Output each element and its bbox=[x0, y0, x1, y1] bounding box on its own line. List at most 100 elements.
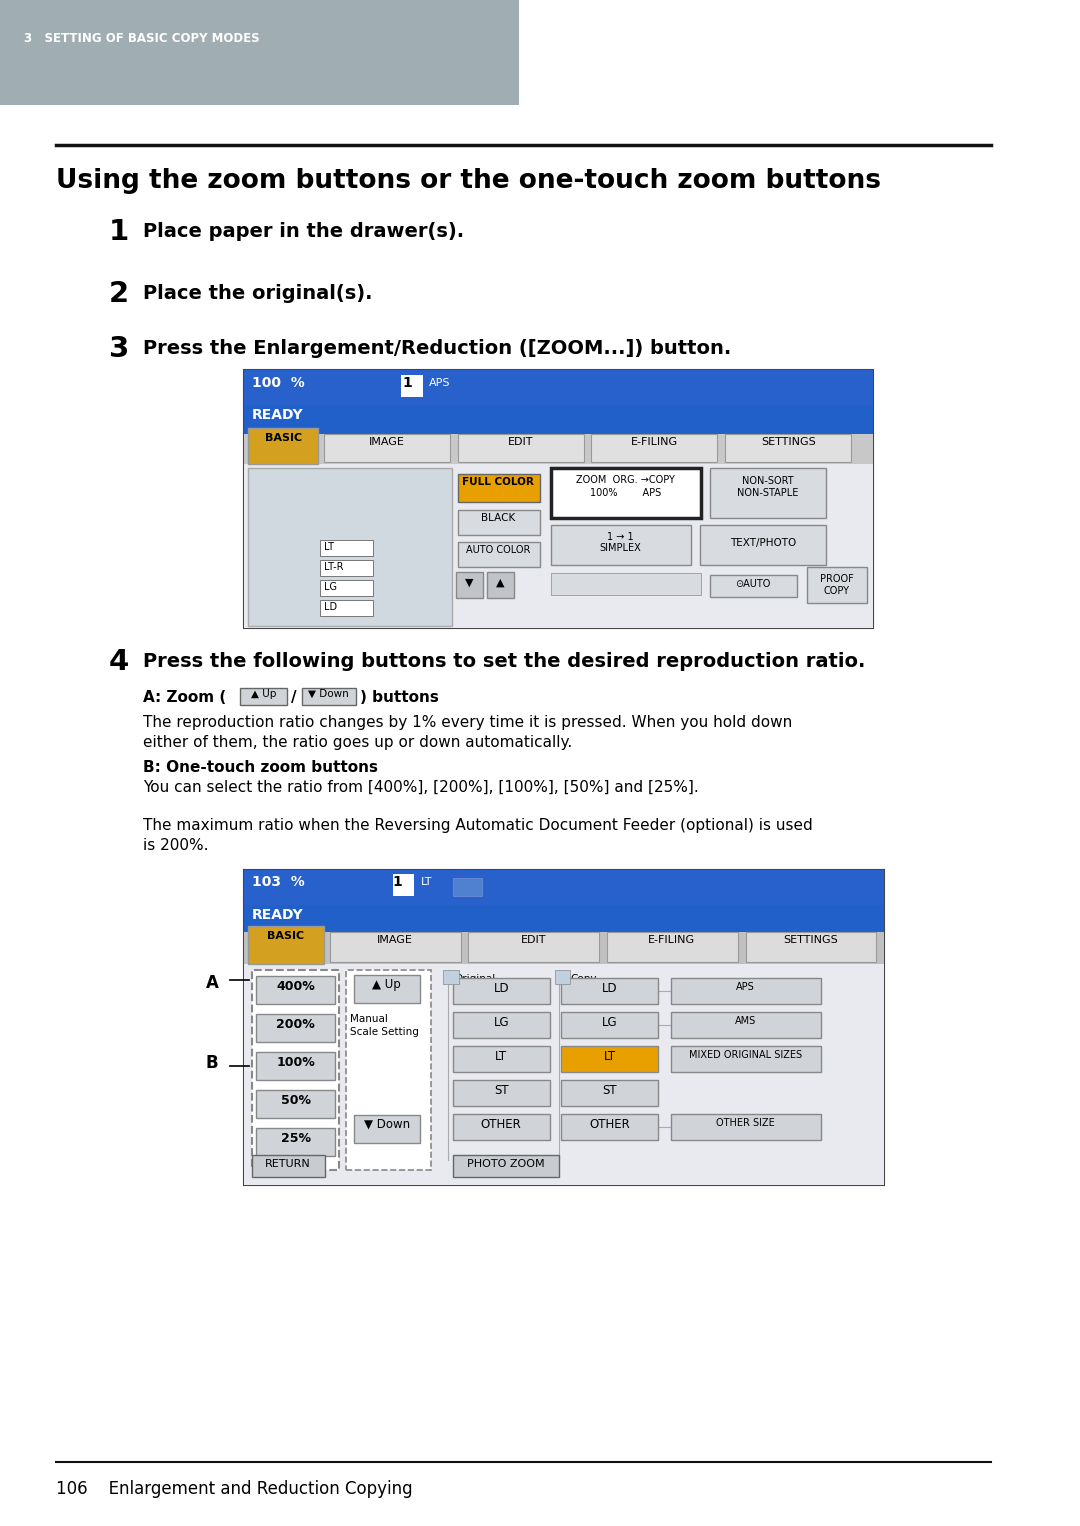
Bar bbox=[248, 926, 324, 964]
Bar bbox=[329, 932, 460, 961]
Bar bbox=[562, 978, 659, 1004]
Text: 1: 1 bbox=[109, 218, 129, 246]
Text: EDIT: EDIT bbox=[508, 436, 534, 447]
Text: ▼ Down: ▼ Down bbox=[308, 690, 349, 699]
Bar bbox=[453, 1114, 550, 1140]
Text: Place paper in the drawer(s).: Place paper in the drawer(s). bbox=[144, 221, 464, 241]
Text: NON-STAPLE: NON-STAPLE bbox=[738, 488, 798, 497]
Bar bbox=[320, 600, 374, 617]
Bar bbox=[453, 877, 482, 896]
Bar bbox=[487, 572, 514, 598]
Text: 200%: 200% bbox=[276, 1018, 315, 1032]
Text: LG: LG bbox=[324, 581, 337, 592]
Bar bbox=[671, 1012, 821, 1038]
Bar bbox=[469, 932, 599, 961]
Text: IMAGE: IMAGE bbox=[369, 436, 405, 447]
Bar bbox=[453, 1012, 550, 1038]
Bar bbox=[671, 978, 821, 1004]
Text: LT: LT bbox=[324, 542, 334, 552]
Text: The maximum ratio when the Reversing Automatic Document Feeder (optional) is use: The maximum ratio when the Reversing Aut… bbox=[144, 818, 813, 833]
Bar bbox=[453, 1155, 559, 1177]
Text: BLACK: BLACK bbox=[482, 513, 515, 523]
Text: B: One-touch zoom buttons: B: One-touch zoom buttons bbox=[144, 760, 378, 775]
Text: 1: 1 bbox=[409, 375, 419, 391]
Bar bbox=[244, 870, 885, 905]
Text: Place the original(s).: Place the original(s). bbox=[144, 284, 373, 304]
Text: 1: 1 bbox=[393, 874, 403, 890]
Bar bbox=[551, 468, 701, 517]
Bar bbox=[320, 540, 374, 555]
Bar bbox=[453, 1080, 550, 1106]
Text: ▼ Down: ▼ Down bbox=[364, 1119, 410, 1131]
Text: FULL COLOR: FULL COLOR bbox=[462, 478, 535, 487]
Text: B: B bbox=[205, 1054, 218, 1071]
Bar bbox=[710, 468, 826, 517]
Text: ▲ Up: ▲ Up bbox=[251, 690, 276, 699]
Text: Scale Setting: Scale Setting bbox=[350, 1027, 419, 1038]
Bar bbox=[443, 971, 459, 984]
Text: LG: LG bbox=[602, 1016, 618, 1029]
Bar bbox=[256, 977, 336, 1004]
Text: 3: 3 bbox=[109, 336, 129, 363]
Text: SIMPLEX: SIMPLEX bbox=[599, 543, 642, 552]
Text: PHOTO ZOOM: PHOTO ZOOM bbox=[468, 1160, 545, 1169]
Text: LT: LT bbox=[421, 877, 432, 887]
Text: AMS: AMS bbox=[734, 1016, 756, 1025]
Text: 400%: 400% bbox=[276, 980, 315, 993]
Text: LT-R: LT-R bbox=[324, 562, 343, 572]
Bar bbox=[354, 1116, 420, 1143]
Text: SETTINGS: SETTINGS bbox=[783, 935, 838, 945]
Bar bbox=[700, 525, 826, 565]
Text: 103  %: 103 % bbox=[252, 874, 305, 890]
Bar bbox=[248, 468, 451, 626]
Text: OTHER SIZE: OTHER SIZE bbox=[716, 1119, 775, 1128]
Bar bbox=[252, 971, 339, 1170]
Text: Using the zoom buttons or the one-touch zoom buttons: Using the zoom buttons or the one-touch … bbox=[56, 168, 881, 194]
Text: /: / bbox=[291, 690, 297, 705]
Text: 50%: 50% bbox=[281, 1094, 311, 1106]
Text: 106    Enlargement and Reduction Copying: 106 Enlargement and Reduction Copying bbox=[56, 1480, 413, 1499]
Text: 100  %: 100 % bbox=[252, 375, 305, 391]
Bar bbox=[456, 572, 483, 598]
Text: LD: LD bbox=[494, 983, 509, 995]
Text: either of them, the ratio goes up or down automatically.: either of them, the ratio goes up or dow… bbox=[144, 736, 572, 749]
Bar bbox=[453, 1045, 550, 1071]
Text: NON-SORT: NON-SORT bbox=[742, 476, 794, 485]
Bar bbox=[320, 580, 374, 597]
Bar bbox=[458, 433, 583, 462]
Text: Press the following buttons to set the desired reproduction ratio.: Press the following buttons to set the d… bbox=[144, 652, 866, 671]
Text: PROOF: PROOF bbox=[820, 574, 853, 584]
Text: APS: APS bbox=[429, 378, 450, 388]
Bar bbox=[256, 1013, 336, 1042]
Bar bbox=[458, 542, 540, 568]
Bar bbox=[562, 1045, 659, 1071]
Text: BASIC: BASIC bbox=[268, 931, 305, 942]
Text: Original: Original bbox=[455, 974, 496, 984]
Text: 100%: 100% bbox=[276, 1056, 315, 1070]
Text: The reproduction ratio changes by 1% every time it is pressed. When you hold dow: The reproduction ratio changes by 1% eve… bbox=[144, 716, 793, 729]
Bar bbox=[745, 932, 876, 961]
Bar bbox=[562, 1080, 659, 1106]
Text: LD: LD bbox=[602, 983, 618, 995]
Text: 2: 2 bbox=[109, 279, 129, 308]
Bar bbox=[562, 1012, 659, 1038]
Text: SETTINGS: SETTINGS bbox=[760, 436, 815, 447]
Bar bbox=[671, 1045, 821, 1071]
Text: OTHER: OTHER bbox=[590, 1119, 631, 1131]
Text: Press the Enlargement/Reduction ([ZOOM...]) button.: Press the Enlargement/Reduction ([ZOOM..… bbox=[144, 339, 732, 359]
Bar bbox=[256, 1128, 336, 1157]
Bar bbox=[324, 433, 450, 462]
Bar bbox=[244, 369, 873, 629]
Bar bbox=[551, 572, 701, 595]
Bar bbox=[551, 525, 691, 565]
Text: Manual: Manual bbox=[350, 1013, 388, 1024]
Text: LT: LT bbox=[495, 1050, 508, 1064]
Bar bbox=[256, 1090, 336, 1119]
Bar bbox=[592, 433, 717, 462]
Bar bbox=[0, 0, 518, 105]
Text: E-FILING: E-FILING bbox=[648, 935, 696, 945]
Bar bbox=[607, 932, 738, 961]
Bar bbox=[725, 433, 851, 462]
Bar bbox=[244, 406, 873, 433]
Text: 3   SETTING OF BASIC COPY MODES: 3 SETTING OF BASIC COPY MODES bbox=[24, 32, 260, 44]
